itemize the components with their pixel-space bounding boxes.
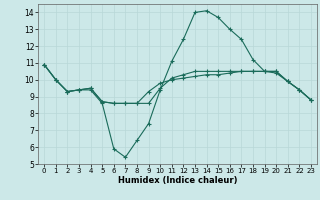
- X-axis label: Humidex (Indice chaleur): Humidex (Indice chaleur): [118, 176, 237, 185]
